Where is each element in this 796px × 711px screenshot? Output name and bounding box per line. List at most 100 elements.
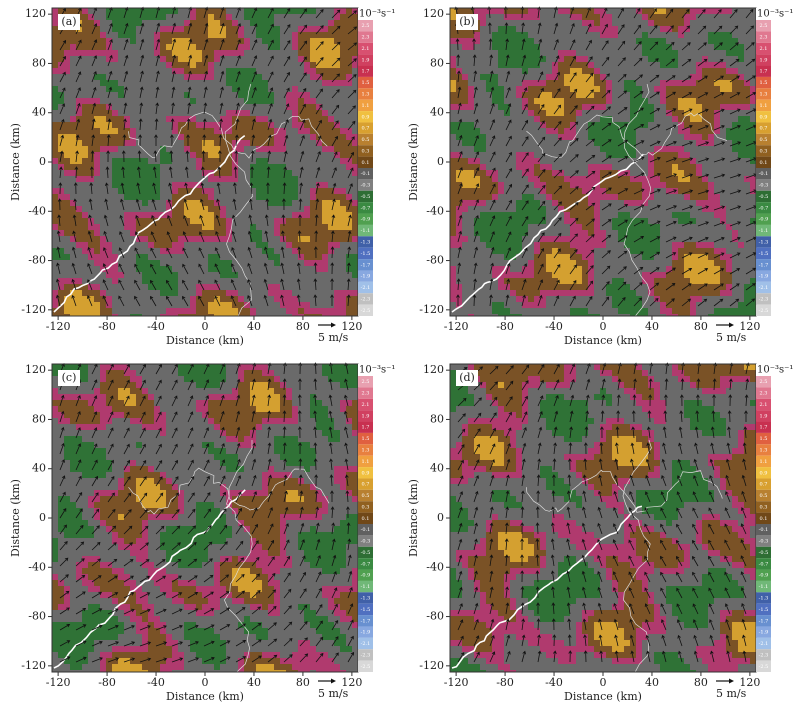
colorbar-label: -2.5 — [759, 308, 769, 314]
colorbar-cell — [756, 637, 771, 650]
x-tick-label: -120 — [444, 320, 469, 333]
colorbar-cell — [756, 524, 771, 536]
colorbar-cell — [756, 592, 771, 604]
colorbar-cell — [756, 478, 771, 490]
scale-arrowhead — [729, 322, 734, 328]
colorbar-label: -0.9 — [759, 573, 769, 579]
colorbar-label: -1.7 — [361, 262, 371, 268]
colorbar-label: -1.9 — [361, 274, 371, 280]
colorbar-label: -2.1 — [361, 285, 371, 291]
panel-label: (a) — [61, 15, 76, 28]
colorbar-label: -1.7 — [759, 262, 769, 268]
label-box — [456, 370, 478, 386]
field-shading — [450, 370, 756, 672]
colorbar-label: 1.1 — [362, 459, 370, 465]
colorbar-cell — [756, 603, 771, 616]
colorbar-label: -0.7 — [361, 205, 371, 211]
x-axis-title: Distance (km) — [564, 690, 642, 703]
field-shading — [52, 364, 358, 672]
colorbar-cell — [756, 569, 771, 581]
y-tick-label: 80 — [430, 56, 444, 69]
x-tick-label: -120 — [46, 320, 71, 333]
x-tick-label: 0 — [202, 320, 209, 333]
colorbar-label: 0.5 — [760, 137, 768, 143]
colorbar-cell — [358, 156, 373, 168]
colorbar-cell — [756, 281, 771, 294]
colorbar-cell — [358, 281, 373, 294]
colorbar-label: 0.3 — [760, 504, 768, 510]
colorbar-cell — [756, 580, 771, 593]
y-tick-label: 80 — [430, 412, 444, 425]
colorbar-cell — [756, 213, 771, 225]
field-shading — [450, 8, 756, 316]
x-tick-label: 120 — [739, 320, 760, 333]
colorbar-label: -2.1 — [361, 641, 371, 647]
scale-arrowhead — [729, 678, 734, 684]
x-tick-label: 40 — [247, 676, 261, 689]
scale-arrowhead — [331, 322, 336, 328]
colorbar-label: 1.1 — [362, 103, 370, 109]
coastline — [451, 505, 643, 669]
colorbar-label: -1.3 — [361, 240, 371, 246]
colorbar-label: -1.9 — [759, 630, 769, 636]
colorbar-cell — [756, 111, 771, 123]
boundary — [224, 83, 254, 317]
colorbar-label: -1.7 — [361, 618, 371, 624]
colorbar-label: 2.5 — [760, 23, 768, 29]
colorbar-label: -1.9 — [759, 274, 769, 280]
x-tick-label: 80 — [694, 676, 708, 689]
colorbar-cell — [756, 649, 771, 661]
x-tick-label: 120 — [341, 676, 362, 689]
x-tick-label: 40 — [645, 320, 659, 333]
colorbar-cell — [756, 76, 771, 89]
colorbar-label: -1.5 — [361, 607, 371, 613]
colorbar-cell — [358, 455, 373, 468]
colorbar-cell — [358, 432, 373, 445]
boundary — [128, 467, 330, 515]
colorbar-label: 0.7 — [362, 482, 370, 488]
colorbar-label: 1.5 — [362, 436, 370, 442]
colorbar-label: 1.3 — [362, 448, 370, 454]
unit-box — [358, 364, 384, 376]
field-shading — [450, 364, 756, 672]
colorbar-cell — [358, 168, 373, 180]
colorbar-cell — [756, 168, 771, 180]
colorbar-label: 0.5 — [362, 137, 370, 143]
colorbar-label: 1.5 — [760, 436, 768, 442]
colorbar-cell — [756, 558, 771, 570]
colorbar-cell — [756, 304, 771, 316]
colorbar-label: -0.5 — [361, 550, 371, 556]
field-shading — [52, 8, 358, 316]
panel-label: (d) — [459, 371, 475, 384]
colorbar-cell — [756, 20, 771, 32]
colorbar-cell — [358, 76, 373, 89]
colorbar-cell — [358, 478, 373, 490]
colorbar-label: 2.1 — [760, 46, 768, 52]
colorbar-cell — [756, 65, 771, 77]
colorbar-cell — [358, 213, 373, 225]
unit-box — [756, 364, 782, 376]
unit-box — [358, 8, 384, 20]
boundary — [128, 111, 328, 159]
colorbar-label: -0.5 — [759, 194, 769, 200]
colorbar-label: -0.5 — [361, 194, 371, 200]
x-tick-label: 120 — [739, 676, 760, 689]
colorbar-cell — [756, 179, 771, 191]
colorbar-label: 2.5 — [760, 379, 768, 385]
colorbar-label: 1.9 — [760, 413, 768, 419]
colorbar-label: -0.1 — [361, 171, 371, 177]
colorbar-label: 2.3 — [362, 35, 370, 41]
x-tick-label: -80 — [496, 676, 514, 689]
x-tick-label: -80 — [98, 320, 116, 333]
colorbar-cell — [756, 512, 771, 524]
colorbar-cell — [756, 270, 771, 282]
colorbar-cell — [358, 145, 373, 157]
colorbar: 2.5 2.3 2.1 1.9 1.7 1.5 1.3 1.1 0.9 0.7 0.5 0.3 0.1 -… — [358, 376, 373, 672]
colorbar-cell — [358, 99, 373, 112]
wind-vectors — [59, 362, 354, 663]
y-tick-label: -120 — [419, 659, 444, 672]
colorbar-label: 0.1 — [760, 516, 768, 522]
colorbar-label: -2.5 — [361, 664, 371, 670]
colorbar-label: -0.3 — [759, 539, 769, 545]
colorbar-label: 1.7 — [760, 69, 768, 75]
